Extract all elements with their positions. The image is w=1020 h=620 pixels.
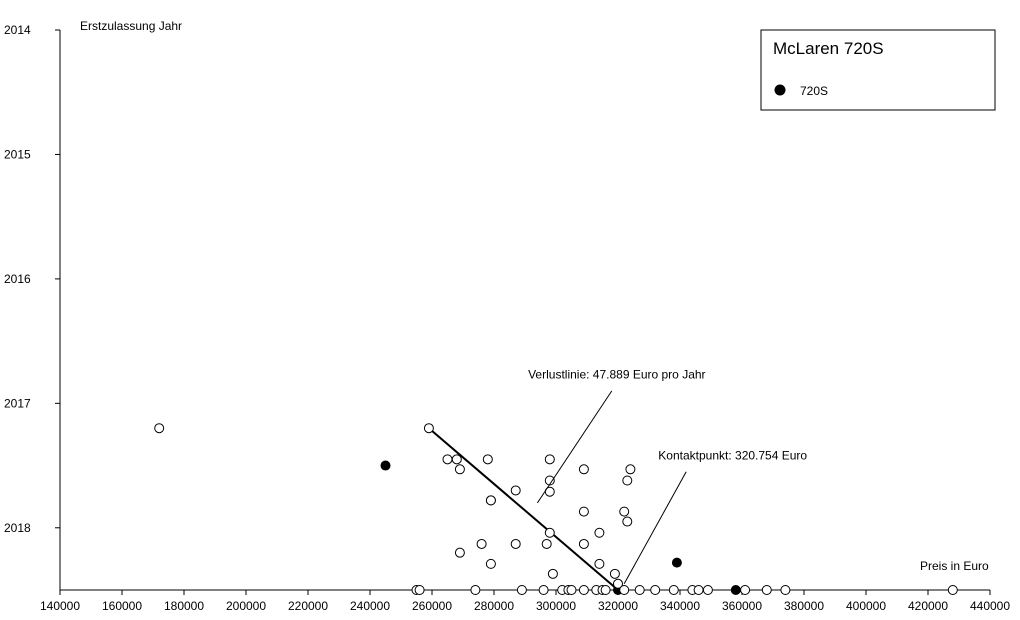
x-tick-label: 300000 [536,599,576,613]
point-other [451,454,462,465]
point-other [609,568,620,579]
point-other [619,506,630,517]
annotation-pointer [623,471,687,585]
y-tick-label: 2015 [4,147,31,161]
point-other [622,516,633,527]
y-tick-label: 2017 [4,396,31,410]
point-other [454,464,465,475]
y-axis-ticks: 2014 2015 2016 2017 2018 [4,23,60,535]
point-other [594,558,605,569]
point-other [947,585,958,595]
x-tick-label: 240000 [350,599,390,613]
point-720s [380,460,391,471]
point-other [541,538,552,549]
x-tick-label: 400000 [846,599,886,613]
point-other [538,585,549,595]
annotation-text: Verlustlinie: 47.889 Euro pro Jahr [528,367,705,381]
point-other [578,464,589,475]
point-other [619,585,630,595]
point-other [625,464,636,475]
point-other [566,585,577,595]
legend: McLaren 720S 720S [760,29,996,111]
point-other [622,475,633,486]
point-other [634,585,645,595]
point-other [442,454,453,465]
point-other [516,585,527,595]
point-other [668,585,679,595]
x-tick-label: 420000 [908,599,948,613]
y-tick-label: 2014 [4,23,31,37]
x-tick-label: 320000 [598,599,638,613]
point-other [544,454,555,465]
point-720s [671,557,682,568]
point-other [650,585,661,595]
annotation-text: Kontaktpunkt: 320.754 Euro [658,448,807,462]
point-other [547,568,558,579]
x-tick-label: 360000 [722,599,762,613]
x-tick-label: 380000 [784,599,824,613]
x-tick-label: 440000 [970,599,1010,613]
point-other [544,527,555,538]
x-axis-ticks: 140000 160000 180000 200000 220000 240000 2600… [40,590,1010,613]
y-tick-label: 2016 [4,272,31,286]
point-other [613,578,623,589]
point-other [510,485,521,496]
data-points [154,423,958,595]
x-tick-label: 280000 [474,599,514,613]
legend-box [760,29,996,111]
point-other [485,495,496,506]
point-other [600,585,611,595]
point-other [702,585,713,595]
legend-marker-720s [774,84,786,96]
x-axis-label: Preis in Euro [920,559,989,573]
point-other [740,585,751,595]
point-other [510,538,521,549]
annotations: Verlustlinie: 47.889 Euro pro Jahr Kontak… [528,367,807,585]
point-other [414,585,425,595]
annotation-pointer [536,390,613,504]
legend-label-720s: 720S [800,84,828,98]
point-other [761,585,772,595]
loss-line-group [428,427,619,591]
point-other [578,538,589,549]
point-other [154,423,165,434]
x-tick-label: 220000 [288,599,328,613]
x-tick-label: 340000 [660,599,700,613]
point-other [594,527,605,538]
point-720s [730,585,741,595]
point-other [578,506,589,517]
point-other [470,585,481,595]
y-tick-label: 2018 [4,521,31,535]
loss-line [428,427,619,591]
point-other [485,558,496,569]
point-other [693,585,704,595]
point-other [482,454,493,465]
x-tick-label: 260000 [412,599,452,613]
axes [59,30,990,591]
x-tick-label: 140000 [40,599,80,613]
point-other [454,547,465,558]
x-tick-label: 200000 [226,599,266,613]
chart-title: McLaren 720S [773,39,884,58]
point-other [423,423,434,434]
x-tick-label: 180000 [164,599,204,613]
x-tick-label: 160000 [102,599,142,613]
y-axis-label: Erstzulassung Jahr [80,19,182,33]
point-other [578,585,589,595]
point-other [780,585,791,595]
point-other [476,538,487,549]
